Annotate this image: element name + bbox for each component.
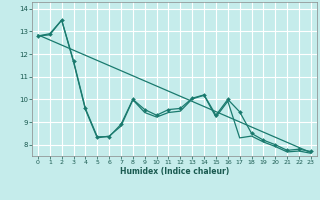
X-axis label: Humidex (Indice chaleur): Humidex (Indice chaleur): [120, 167, 229, 176]
